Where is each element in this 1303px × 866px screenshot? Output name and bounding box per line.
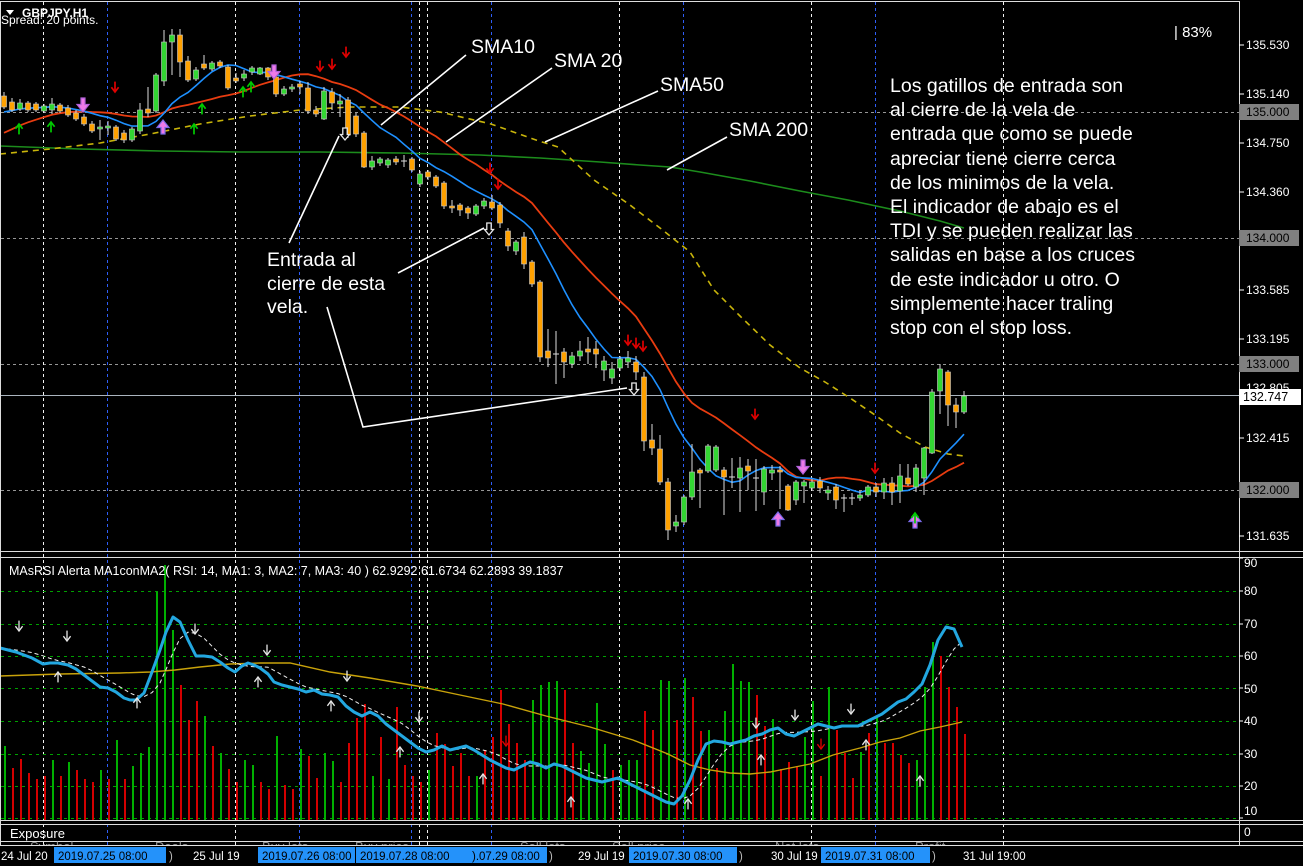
svg-text:131.635: 131.635 — [1246, 529, 1290, 543]
svg-text:10: 10 — [1244, 804, 1258, 818]
svg-text:simplemente hacer traling: simplemente hacer traling — [890, 293, 1113, 315]
svg-text:2019.07.31 08:00: 2019.07.31 08:00 — [825, 851, 915, 863]
svg-text:80: 80 — [1244, 584, 1258, 598]
svg-text:40: 40 — [1244, 714, 1258, 728]
svg-text:El indicador de abajo es el: El indicador de abajo es el — [890, 196, 1119, 218]
svg-text:al cierre de la vela de: al cierre de la vela de — [890, 99, 1075, 121]
svg-text:salidas en base a los cruces: salidas en base a los cruces — [890, 244, 1135, 266]
svg-text:70: 70 — [1244, 617, 1258, 631]
svg-text:Buy price: Buy price — [355, 839, 409, 854]
svg-text:): ) — [932, 851, 936, 863]
svg-text:Buy lots: Buy lots — [262, 839, 309, 854]
svg-text:Sell price: Sell price — [612, 839, 665, 854]
svg-text:134.750: 134.750 — [1246, 136, 1290, 150]
svg-text:134.360: 134.360 — [1246, 185, 1290, 199]
svg-text:2019.07.25 08:00: 2019.07.25 08:00 — [58, 851, 148, 863]
svg-text:133.000: 133.000 — [1246, 357, 1290, 371]
svg-text:| 83%: | 83% — [1174, 24, 1212, 41]
svg-text:de los minimos de la vela.: de los minimos de la vela. — [890, 172, 1114, 194]
svg-text:134.000: 134.000 — [1246, 231, 1290, 245]
svg-text:cierre de esta: cierre de esta — [267, 273, 385, 295]
svg-text:entrada que como se puede: entrada que como se puede — [890, 123, 1133, 145]
svg-text:Symbol: Symbol — [30, 839, 73, 854]
svg-text:20: 20 — [1244, 779, 1258, 793]
svg-text:Deals: Deals — [155, 839, 189, 854]
svg-text:GBPJPY,H1: GBPJPY,H1 — [22, 6, 88, 20]
svg-text:2019.07.26 08:00: 2019.07.26 08:00 — [262, 851, 352, 863]
svg-text:0: 0 — [1244, 825, 1251, 839]
svg-text:132.415: 132.415 — [1246, 431, 1290, 445]
svg-text:Los gatillos de entrada son: Los gatillos de entrada son — [890, 75, 1123, 97]
svg-text:MAsRSI Alerta MA1conMA2( RSI:: MAsRSI Alerta MA1conMA2( RSI: 14, MA1: 3… — [9, 564, 564, 578]
svg-text:2019.07.30 08:00: 2019.07.30 08:00 — [633, 851, 723, 863]
svg-text:apreciar tiene cierre cerca: apreciar tiene cierre cerca — [890, 148, 1116, 170]
svg-text:SMA 20: SMA 20 — [554, 50, 622, 72]
svg-text:2019.07.28 08:00: 2019.07.28 08:00 — [360, 851, 450, 863]
svg-text:de este indicador u otro. O: de este indicador u otro. O — [890, 269, 1120, 291]
svg-text:): ) — [549, 851, 553, 863]
svg-text:Profit: Profit — [915, 839, 946, 854]
svg-text:31 Jul 19:00: 31 Jul 19:00 — [963, 851, 1026, 863]
svg-text:SMA10: SMA10 — [471, 36, 535, 58]
svg-text:25 Jul 19: 25 Jul 19 — [193, 851, 240, 863]
svg-text:stop con el stop loss.: stop con el stop loss. — [890, 317, 1072, 339]
svg-text:90: 90 — [1244, 556, 1258, 570]
svg-text:132.747: 132.747 — [1243, 390, 1288, 404]
svg-text:133.585: 133.585 — [1246, 283, 1290, 297]
svg-text:60: 60 — [1244, 649, 1258, 663]
svg-text:): ) — [739, 851, 743, 863]
svg-text:TDI y se pueden realizar las: TDI y se pueden realizar las — [890, 220, 1133, 242]
svg-text:30: 30 — [1244, 747, 1258, 761]
svg-text:24 Jul 20: 24 Jul 20 — [1, 851, 48, 863]
svg-text:): ) — [169, 851, 173, 863]
svg-text:132.000: 132.000 — [1246, 483, 1290, 497]
svg-text:Sell lots: Sell lots — [520, 839, 566, 854]
svg-text:135.000: 135.000 — [1246, 105, 1290, 119]
svg-text:vela.: vela. — [267, 296, 308, 318]
svg-text:135.530: 135.530 — [1246, 38, 1290, 52]
svg-text:SMA50: SMA50 — [660, 74, 724, 96]
svg-text:133.195: 133.195 — [1246, 332, 1290, 346]
svg-text:Entrada al: Entrada al — [267, 249, 356, 271]
svg-text:29 Jul 19: 29 Jul 19 — [578, 851, 625, 863]
svg-text:135.140: 135.140 — [1246, 87, 1290, 101]
svg-text:Exposure: Exposure — [10, 826, 65, 841]
svg-text:50: 50 — [1244, 682, 1258, 696]
svg-text:).07.29 08:00: ).07.29 08:00 — [472, 851, 540, 863]
svg-text:Net lots: Net lots — [775, 839, 820, 854]
svg-text:SMA 200: SMA 200 — [729, 119, 808, 141]
svg-text:Spread: 20 points.: Spread: 20 points. — [1, 13, 98, 27]
svg-text:30 Jul 19: 30 Jul 19 — [771, 851, 818, 863]
